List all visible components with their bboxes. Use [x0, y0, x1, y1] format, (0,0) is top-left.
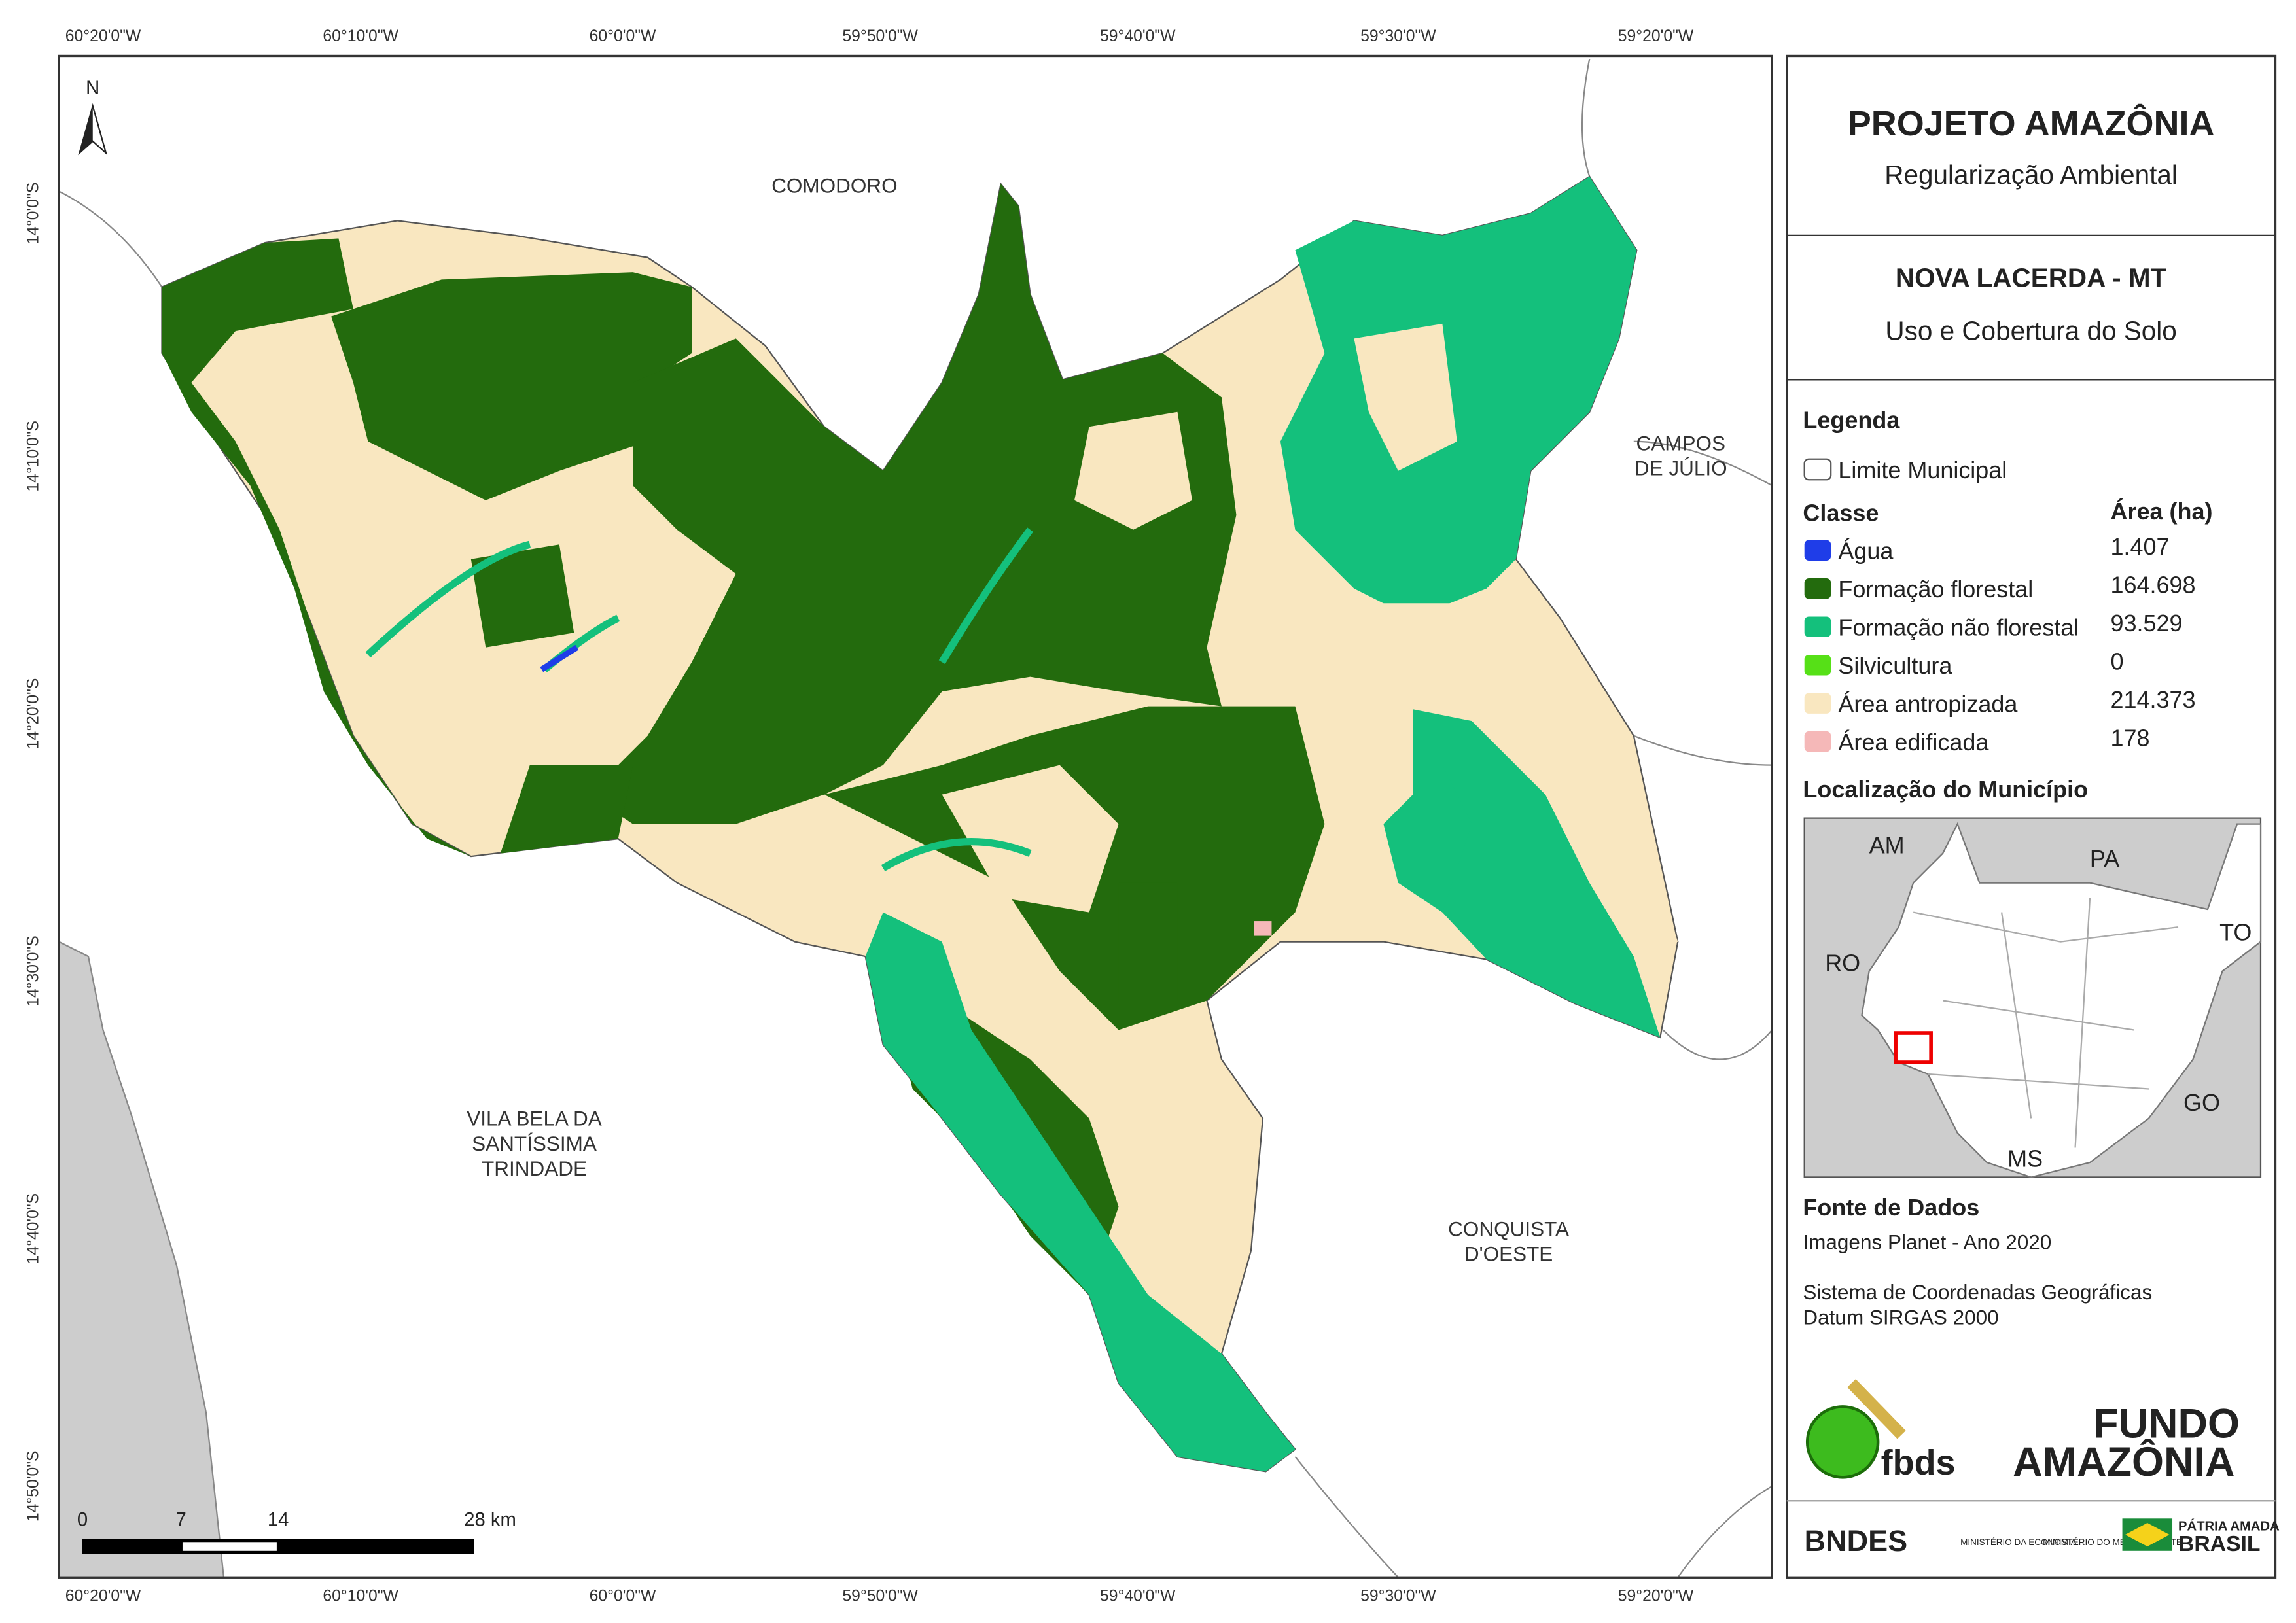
legend-class: Água [1838, 538, 1893, 565]
logo-text: BRASIL [2178, 1531, 2261, 1556]
top-tick-label: 60°10'0"W [323, 27, 398, 45]
legend-class: Área edificada [1838, 729, 1988, 756]
legend-class: Silvicultura [1838, 652, 1952, 679]
scale-label: 14 [268, 1510, 289, 1531]
legend-area: 1.407 [2111, 533, 2170, 560]
locator-highlight [1894, 1031, 1933, 1064]
source-line: Datum SIRGAS 2000 [1803, 1305, 1998, 1329]
municipality: NOVA LACERDA - MT [1896, 263, 2167, 293]
legend-area: 214.373 [2111, 686, 2196, 713]
source-line: Sistema de Coordenadas Geográficas [1803, 1280, 2152, 1304]
non-forest [865, 176, 1661, 1472]
legend-class: Formação florestal [1838, 576, 2033, 602]
locator-label: AM [1869, 832, 1905, 859]
top-tick-label: 60°0'0"W [590, 27, 656, 45]
scale-label: 0 [77, 1510, 88, 1531]
logo-text: AMAZÔNIA [2013, 1439, 2234, 1485]
legend-swatch [1804, 616, 1831, 637]
logo-text: FUNDO [2093, 1401, 2240, 1447]
place-label: SANTÍSSIMA [472, 1132, 597, 1155]
river-vegetation [365, 527, 1034, 871]
left-tick-label: 14°20'0"S [25, 678, 43, 750]
map-area: N 0 7 14 28 km [58, 54, 1773, 1579]
locator-map: AM PA TO RO GO MS [1803, 817, 2262, 1178]
north-arrow: N [78, 78, 108, 156]
locator-label: TO [2219, 918, 2252, 945]
locator-label: GO [2183, 1089, 2220, 1116]
place-label: VILA BELA DA [467, 1107, 602, 1130]
legend-area: 0 [2111, 648, 2124, 674]
dynamic-labels: 60°20'0"W 60°10'0"W 60°0'0"W 59°50'0"W 59°40… [25, 27, 1727, 1605]
north-label: N [86, 78, 99, 99]
top-tick-label: 59°40'0"W [1100, 27, 1176, 45]
locator-label: PA [2090, 845, 2119, 872]
left-tick-label: 14°30'0"S [25, 935, 43, 1007]
locator-label: RO [1825, 950, 1860, 977]
top-tick-label: 60°20'0"W [65, 27, 141, 45]
legend-swatch [1804, 578, 1831, 599]
bottom-tick-label: 59°40'0"W [1100, 1587, 1176, 1605]
legend-class: Formação não florestal [1838, 614, 2079, 641]
left-tick-label: 14°40'0"S [25, 1193, 43, 1265]
legend-swatch [1804, 731, 1831, 752]
legend-title: Legenda [1803, 407, 1900, 434]
boundary-swatch [1803, 458, 1832, 481]
place-label: CONQUISTA [1448, 1217, 1569, 1240]
legend-swatch [1804, 654, 1831, 676]
panel-title: PROJETO AMAZÔNIA [1848, 103, 2215, 143]
top-tick-label: 59°30'0"W [1360, 27, 1436, 45]
bottom-tick-label: 60°0'0"W [590, 1587, 656, 1605]
side-panel: PROJETO AMAZÔNIA Regularização Ambiental… [1786, 54, 2280, 1579]
logo-text: PÁTRIA AMADA [2178, 1518, 2280, 1533]
top-tick-label: 59°20'0"W [1618, 27, 1694, 45]
place-label: DE JÚLIO [1634, 457, 1727, 480]
legend-area: 178 [2111, 724, 2150, 751]
legend-class: Área antropizada [1838, 691, 2017, 718]
logo-text: MINISTÉRIO DA ECONOMIA [1960, 1537, 2077, 1547]
class-header: Classe [1803, 499, 1879, 526]
area-header: Área (ha) [2111, 498, 2213, 525]
scale-label: 7 [176, 1510, 186, 1531]
bottom-tick-label: 59°20'0"W [1618, 1587, 1694, 1605]
water [540, 644, 579, 672]
left-tick-label: 14°0'0"S [25, 183, 43, 245]
left-tick-label: 14°50'0"S [25, 1450, 43, 1522]
left-tick-label: 14°10'0"S [25, 421, 43, 492]
source-line: Imagens Planet - Ano 2020 [1803, 1230, 2051, 1254]
top-tick-label: 59°50'0"W [842, 27, 918, 45]
locator-label: MS [2007, 1145, 2043, 1172]
logo-text: fbds [1881, 1443, 1956, 1482]
legend-swatch [1804, 540, 1831, 561]
bottom-tick-label: 59°30'0"W [1360, 1587, 1436, 1605]
legend-area: 93.529 [2111, 610, 2183, 637]
legend-swatch [1804, 693, 1831, 714]
bottom-tick-label: 60°20'0"W [65, 1587, 141, 1605]
legend-classes: Água 1.407 Formação florestal 164.698 Formaç… [1804, 533, 2196, 756]
map-frame [58, 54, 1773, 1579]
scale-label: 28 km [464, 1510, 516, 1531]
place-label: D'OESTE [1464, 1242, 1553, 1266]
locator-title: Localização do Município [1803, 776, 2088, 803]
boundary-label: Limite Municipal [1838, 457, 2007, 483]
bottom-tick-label: 60°10'0"W [323, 1587, 398, 1605]
place-label: COMODORO [771, 174, 897, 198]
panel-subtitle: Regularização Ambiental [1884, 160, 2178, 190]
theme: Uso e Cobertura do Solo [1885, 316, 2176, 346]
built-area [1254, 921, 1272, 936]
place-label: TRINDADE [482, 1157, 587, 1180]
bottom-tick-label: 59°50'0"W [842, 1587, 918, 1605]
neighbor-boundaries [58, 58, 1773, 1579]
scale-bar: 0 7 14 28 km [77, 1510, 516, 1554]
legend-area: 164.698 [2111, 571, 2196, 598]
place-label: CAMPOS [1636, 431, 1725, 455]
logos: fbds FUNDO AMAZÔNIA BNDES MINISTÉRIO DA … [1805, 1379, 2280, 1558]
source-title: Fonte de Dados [1803, 1194, 1979, 1221]
logo-text: BNDES [1805, 1524, 1907, 1558]
